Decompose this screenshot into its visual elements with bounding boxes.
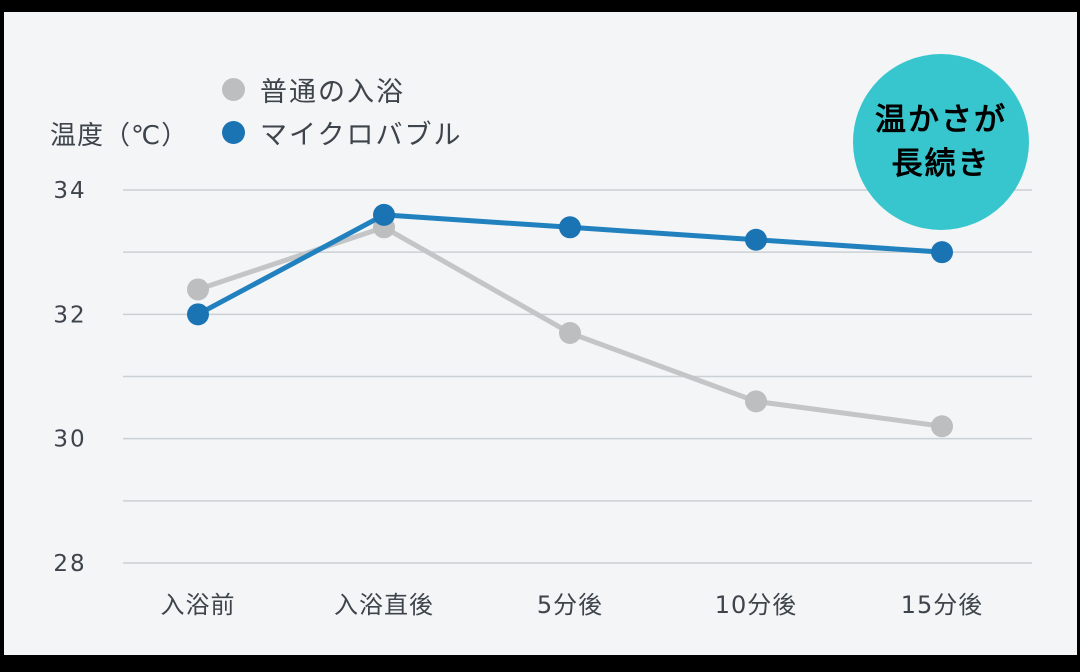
data-point: [745, 390, 767, 413]
blue-dot-icon: [222, 121, 245, 144]
legend-label: マイクロバブル: [260, 120, 463, 151]
y-tick-label: 28: [53, 551, 86, 577]
badge-text-line1: 温かさが: [875, 102, 1007, 138]
legend-label: 普通の入浴: [260, 77, 405, 108]
data-point: [931, 415, 953, 438]
data-point: [559, 216, 581, 239]
x-tick-label: 入浴直後: [334, 591, 434, 619]
chart-panel: 28 30 32 34 入浴前 入浴直後 5分後 10分後 15分後 温度（℃） 普通の入浴 マ…: [4, 12, 1077, 655]
x-tick-label: 5分後: [537, 591, 603, 619]
legend-item-normal-bath: 普通の入浴: [222, 68, 462, 111]
data-point: [187, 278, 209, 301]
gray-dot-icon: [222, 78, 245, 101]
data-point: [559, 321, 581, 344]
temperature-line-chart: 28 30 32 34 入浴前 入浴直後 5分後 10分後 15分後: [53, 178, 1032, 619]
legend-item-microbubble: マイクロバブル: [222, 111, 462, 154]
x-tick-label: 入浴前: [161, 591, 236, 619]
x-tick-label: 10分後: [715, 591, 798, 619]
y-tick-label: 34: [53, 178, 86, 204]
y-tick-label: 32: [53, 302, 86, 328]
x-tick-label: 15分後: [901, 591, 984, 619]
data-point: [745, 228, 767, 251]
chart-legend: 普通の入浴 マイクロバブル: [222, 68, 462, 154]
badge-text-line2: 長続き: [891, 146, 991, 182]
data-point: [931, 241, 953, 264]
data-point: [373, 203, 395, 226]
y-tick-label: 30: [53, 427, 86, 453]
y-axis-title: 温度（℃）: [50, 121, 189, 151]
data-point: [187, 303, 209, 326]
warmth-lasts-badge: 温かさが 長続き: [853, 54, 1029, 230]
